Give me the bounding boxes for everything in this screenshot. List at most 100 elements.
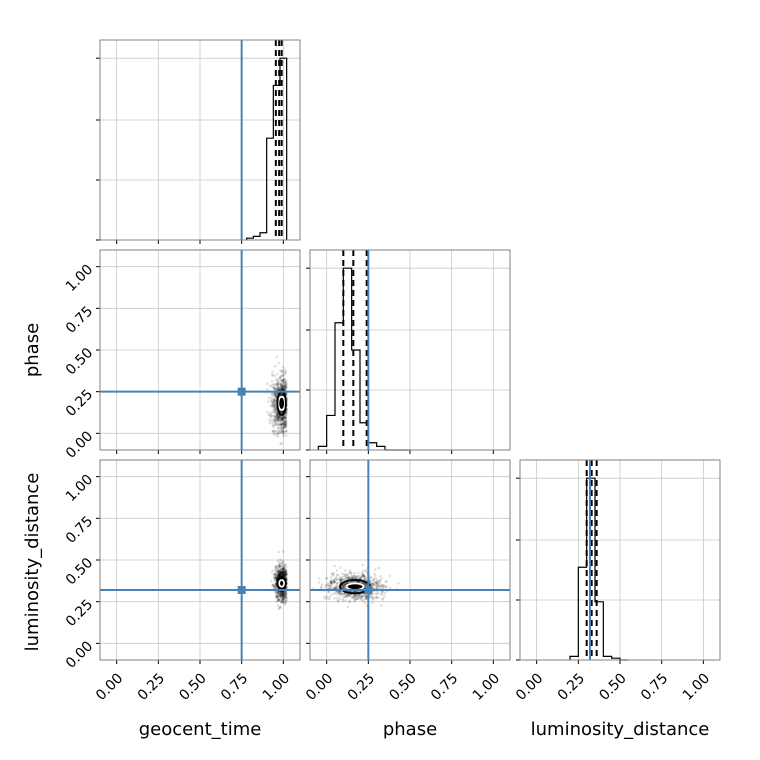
sample-point	[273, 573, 277, 577]
sample-point	[283, 423, 286, 426]
sample-point	[280, 590, 284, 594]
sample-point	[378, 581, 382, 585]
sample-point	[343, 592, 346, 595]
xtick-labels-geocent-time: 0.00 0.25 0.50 0.75 1.00	[93, 670, 293, 703]
sample-point	[279, 570, 283, 574]
sample-point	[371, 601, 374, 605]
sample-point	[280, 416, 284, 419]
y-tick-label: 0.50	[63, 555, 96, 588]
sample-point	[278, 561, 282, 565]
sample-point	[381, 583, 384, 587]
sample-point	[276, 573, 279, 576]
sample-point	[282, 566, 286, 569]
sample-point	[285, 382, 288, 386]
sample-point	[282, 384, 286, 387]
sample-point	[278, 563, 282, 567]
sample-point	[374, 577, 378, 580]
sample-point	[284, 377, 287, 381]
sample-point	[276, 574, 279, 577]
sample-point	[283, 572, 287, 576]
sample-point	[278, 418, 282, 421]
sample-point	[281, 378, 285, 382]
sample-point	[343, 584, 347, 587]
sample-point	[274, 564, 278, 568]
sample-point	[281, 572, 285, 575]
sample-point	[282, 590, 286, 594]
sample-point	[332, 580, 336, 584]
sample-point	[354, 595, 358, 598]
sample-point	[320, 586, 323, 590]
sample-point	[277, 575, 280, 579]
sample-point	[284, 593, 288, 596]
sample-point	[338, 591, 342, 595]
sample-point	[277, 591, 280, 594]
sample-point	[277, 569, 280, 573]
sample-point	[280, 569, 284, 572]
sample-point	[349, 577, 353, 580]
sample-point	[357, 594, 360, 598]
sample-point	[280, 385, 284, 389]
sample-point	[284, 385, 288, 389]
sample-point	[281, 393, 284, 397]
sample-point	[282, 573, 286, 576]
sample-point	[277, 574, 281, 578]
sample-point	[332, 586, 336, 589]
sample-point	[276, 597, 280, 601]
sample-point	[272, 401, 275, 404]
sample-point	[280, 594, 284, 597]
sample-point	[280, 423, 283, 426]
sample-point	[279, 606, 282, 610]
sample-point	[281, 590, 284, 594]
sample-point	[338, 578, 341, 581]
sample-point	[284, 569, 287, 572]
y-tick-label: 1.00	[63, 262, 96, 295]
sample-point	[349, 571, 353, 575]
sample-point	[278, 388, 281, 391]
sample-point	[340, 591, 343, 595]
sample-point	[360, 574, 364, 578]
sample-point	[273, 405, 277, 409]
sample-point	[269, 404, 272, 408]
sample-point	[276, 413, 280, 417]
sample-point	[272, 584, 276, 588]
sample-point	[359, 596, 362, 600]
sample-point	[275, 355, 279, 359]
sample-point	[341, 594, 344, 597]
sample-point	[275, 409, 278, 413]
sample-point	[281, 425, 284, 429]
sample-point	[361, 573, 365, 577]
sample-point	[371, 583, 375, 586]
sample-point	[343, 577, 346, 581]
sample-point	[278, 571, 282, 575]
sample-point	[279, 574, 282, 578]
sample-point	[283, 572, 287, 576]
sample-point	[273, 430, 277, 434]
sample-point	[341, 576, 344, 579]
sample-point	[370, 581, 374, 585]
sample-point	[282, 386, 286, 390]
sample-point	[270, 570, 274, 573]
sample-point	[276, 383, 280, 387]
sample-point	[272, 406, 276, 409]
sample-point	[282, 567, 286, 571]
sample-point	[279, 590, 282, 594]
sample-point	[327, 583, 331, 586]
sample-point	[282, 559, 285, 563]
y-tick-label: 0.00	[63, 428, 96, 461]
truth-marker	[237, 586, 246, 594]
sample-point	[281, 567, 285, 570]
sample-point	[281, 417, 284, 420]
sample-point	[281, 572, 285, 575]
sample-point	[276, 377, 280, 380]
sample-point	[340, 577, 344, 581]
sample-point	[369, 575, 373, 578]
sample-point	[279, 572, 283, 575]
sample-point	[284, 372, 288, 375]
sample-point	[384, 585, 388, 588]
sample-point	[279, 388, 283, 391]
sample-point	[276, 604, 280, 607]
sample-point	[281, 433, 285, 436]
sample-point	[278, 598, 282, 601]
sample-point	[277, 569, 280, 572]
sample-point	[351, 576, 355, 580]
